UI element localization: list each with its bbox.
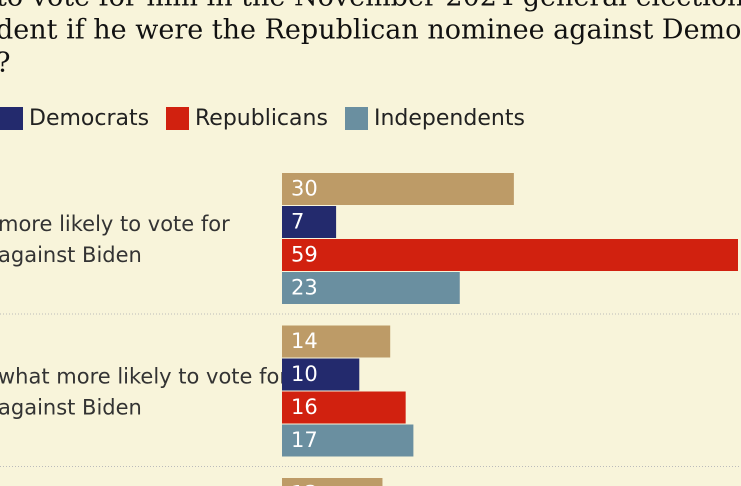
legend-swatch — [0, 107, 23, 130]
chart-title-line: dent if he were the Republican nominee a… — [0, 15, 741, 46]
bar — [282, 478, 383, 486]
bar — [282, 391, 406, 424]
category-label: against Biden — [0, 243, 142, 267]
bar — [282, 325, 391, 358]
value-label: 17 — [291, 428, 318, 452]
value-label: 13 — [291, 482, 318, 486]
bar — [282, 272, 460, 304]
chart-title-line: ? — [0, 48, 10, 79]
value-label: 10 — [291, 362, 318, 386]
value-label: 16 — [291, 395, 318, 419]
value-label: 30 — [291, 177, 318, 201]
legend-label: Independents — [374, 106, 525, 131]
bar — [282, 206, 337, 238]
value-label: 14 — [291, 329, 318, 353]
bar — [282, 173, 514, 205]
bar — [282, 424, 414, 457]
legend-label: Democrats — [29, 106, 149, 131]
value-label: 23 — [291, 276, 318, 300]
bar — [282, 239, 738, 271]
legend-swatch — [166, 107, 189, 130]
bar — [282, 358, 360, 391]
chart-title-line: to vote for him in the November 2024 gen… — [0, 0, 741, 13]
value-label: 59 — [291, 243, 318, 267]
category-label: against Biden — [0, 396, 142, 420]
category-label: more likely to vote for — [0, 212, 230, 236]
legend-swatch — [345, 107, 368, 130]
legend-label: Republicans — [195, 106, 328, 131]
value-label: 7 — [291, 210, 304, 234]
category-label: what more likely to vote for — [0, 365, 288, 389]
